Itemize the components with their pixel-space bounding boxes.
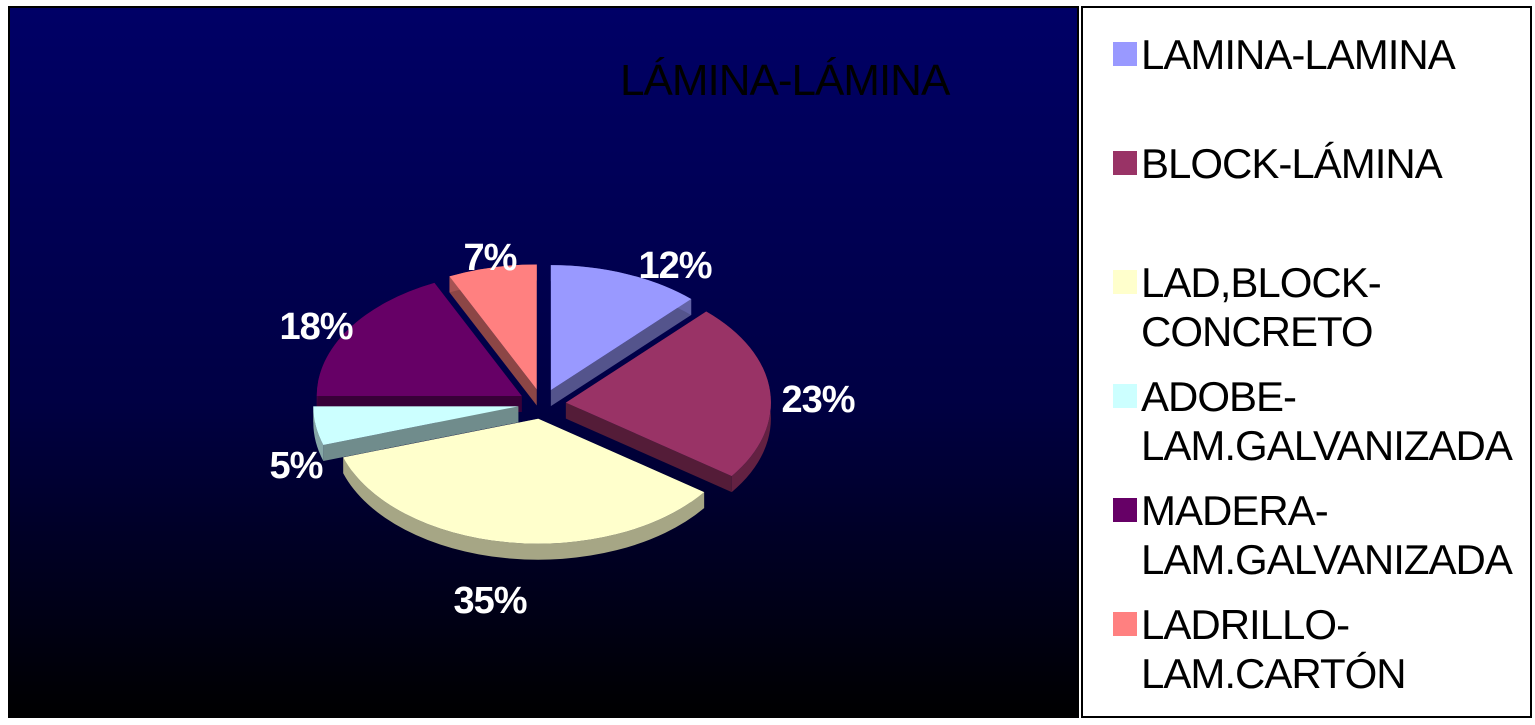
pie-slice-0 [550, 265, 692, 407]
data-label: 5% [270, 445, 323, 487]
legend-label-line1: LAD,BLOCK- [1141, 259, 1382, 306]
legend-label: BLOCK-LÁMINA [1141, 139, 1531, 188]
pie-slice-side [550, 299, 692, 407]
pie-slice-3 [313, 406, 519, 461]
pie-slice-rim [313, 406, 324, 461]
data-label: 7% [464, 237, 517, 279]
pie-slice-top [343, 418, 705, 544]
pie-slice-1 [565, 311, 771, 493]
legend-swatch [1113, 612, 1137, 636]
pie-slice-top [550, 265, 692, 391]
pie-slice-rim [343, 457, 705, 560]
legend-label: LADRILLO- LAM.CARTÓN [1141, 600, 1531, 698]
legend-label-line2: CONCRETO [1141, 308, 1374, 355]
legend-label: LAD,BLOCK- CONCRETO [1141, 258, 1531, 356]
pie-slice-top [313, 406, 519, 445]
legend-label-line1: ADOBE- [1141, 373, 1297, 420]
legend-swatch [1113, 270, 1137, 294]
legend-label: MADERA- LAM.GALVANIZADA [1141, 486, 1531, 584]
legend-label-line1: BLOCK-LÁMINA [1141, 140, 1443, 187]
plot-area: LÁMINA-LÁMINA 12% 23% 35% 5% 18% 7% [8, 6, 1079, 718]
pie-slice-2 [343, 418, 705, 560]
legend-label: ADOBE- LAM.GALVANIZADA [1141, 372, 1531, 470]
chart-title: LÁMINA-LÁMINA [620, 56, 950, 105]
data-label: 18% [279, 306, 352, 348]
pie-slice-side [449, 276, 537, 406]
pie-slice-top [316, 282, 522, 397]
legend-swatch [1113, 42, 1137, 66]
pie-slice-5 [449, 264, 537, 406]
legend-label-line1: LADRILLO- [1141, 601, 1350, 648]
legend-swatch [1113, 151, 1137, 175]
data-label: 35% [453, 580, 526, 622]
legend-swatch [1113, 498, 1137, 522]
pie-slice-4 [316, 282, 522, 413]
pie-slice-top [565, 311, 771, 477]
legend-label-line1: MADERA- [1141, 487, 1329, 534]
legend-label-line2: LAM.GALVANIZADA [1141, 536, 1513, 583]
legend-label-line2: LAM.CARTÓN [1141, 650, 1407, 697]
legend-label: LAMINA-LAMINA [1141, 30, 1531, 79]
legend-swatch [1113, 384, 1137, 408]
legend-label-line2: LAM.GALVANIZADA [1141, 422, 1513, 469]
pie-slice-side [565, 402, 732, 493]
legend: LAMINA-LAMINA BLOCK-LÁMINA LAD,BLOCK- CO… [1081, 6, 1532, 718]
data-label: 12% [638, 245, 711, 287]
legend-label-line1: LAMINA-LAMINA [1141, 31, 1456, 78]
pie-chart: 12% 23% 35% 5% 18% 7% [270, 237, 856, 622]
pie-slice-top [449, 264, 537, 390]
data-label: 23% [781, 379, 854, 421]
